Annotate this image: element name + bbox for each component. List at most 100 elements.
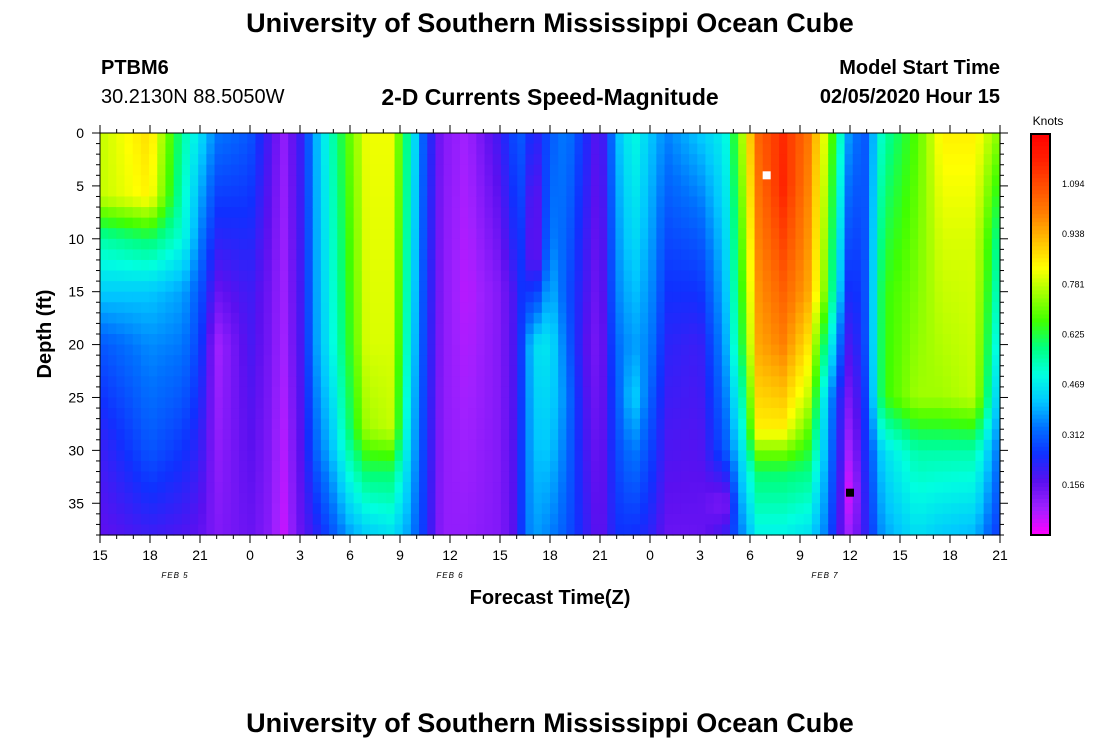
heatmap-cell [746, 386, 756, 399]
heatmap-cell [451, 228, 461, 240]
heatmap-cell [926, 397, 936, 409]
heatmap-cell [468, 185, 477, 198]
heatmap-cell [844, 429, 854, 441]
heatmap-cell [705, 439, 715, 451]
heatmap-cell [435, 418, 445, 430]
heatmap-cell [386, 471, 396, 483]
heatmap-cell [108, 259, 117, 272]
heatmap-cell [926, 334, 936, 346]
heatmap-cell [124, 397, 134, 409]
heatmap-cell [345, 323, 355, 335]
heatmap-cell [157, 270, 167, 282]
model-start-label: Model Start Time [839, 57, 1000, 79]
heatmap-cell [239, 524, 248, 536]
heatmap-cell [345, 281, 355, 293]
heatmap-cell [697, 164, 707, 176]
heatmap-cell [942, 238, 952, 250]
heatmap-cell [500, 439, 510, 451]
heatmap-cell [247, 344, 257, 356]
heatmap-cell [640, 249, 649, 261]
heatmap-cell [402, 355, 412, 367]
heatmap-cell [910, 471, 919, 483]
heatmap-cell [869, 355, 878, 367]
heatmap-cell [991, 228, 1001, 240]
heatmap-cell [222, 418, 232, 430]
heatmap-cell [860, 164, 870, 176]
heatmap-cell [615, 376, 625, 388]
heatmap-cell [386, 207, 396, 219]
heatmap-cell [320, 291, 330, 303]
heatmap-cell [558, 154, 567, 166]
heatmap-cell [132, 175, 142, 187]
heatmap-cell [132, 513, 142, 526]
heatmap-cell [484, 429, 494, 441]
heatmap-cell [394, 302, 404, 314]
heatmap-cell [860, 217, 870, 229]
heatmap-cell [230, 334, 240, 346]
heatmap-cell [337, 207, 347, 219]
heatmap-cell [730, 259, 739, 272]
heatmap-cell [214, 344, 224, 356]
colorbar-cell [1031, 450, 1050, 456]
heatmap-cell [280, 259, 289, 272]
heatmap-cell [762, 249, 772, 261]
heatmap-cell [599, 291, 608, 303]
heatmap-cell [500, 429, 510, 441]
heatmap-cell [770, 281, 780, 293]
heatmap-cell [754, 270, 764, 282]
heatmap-cell [795, 133, 805, 145]
heatmap-cell [288, 524, 297, 536]
heatmap-cell [468, 323, 477, 335]
heatmap-cell [451, 175, 461, 187]
heatmap-cell [329, 397, 338, 409]
heatmap-cell [828, 238, 837, 250]
heatmap-cell [836, 249, 846, 261]
heatmap-cell [983, 207, 993, 219]
heatmap-cell [558, 207, 567, 219]
heatmap-cell [738, 376, 747, 388]
heatmap-cell [844, 291, 854, 303]
heatmap-cell [419, 249, 428, 261]
heatmap-cell [566, 175, 576, 187]
heatmap-cell [116, 323, 126, 335]
heatmap-cell [419, 217, 428, 229]
heatmap-cell [558, 291, 567, 303]
colorbar-cell [1031, 166, 1050, 171]
heatmap-cell [500, 460, 510, 473]
heatmap-cell [689, 482, 698, 494]
heatmap-cell [263, 355, 273, 367]
heatmap-cell [828, 154, 837, 166]
heatmap-cell [844, 408, 854, 420]
heatmap-cell [672, 249, 682, 261]
heatmap-cell [828, 143, 837, 155]
heatmap-cell [550, 471, 559, 483]
heatmap-cell [787, 228, 797, 240]
heatmap-cell [926, 164, 936, 176]
heatmap-cell [230, 185, 240, 198]
heatmap-cell [460, 397, 469, 409]
heatmap-cell [901, 154, 911, 166]
heatmap-cell [803, 175, 813, 187]
heatmap-cell [304, 143, 314, 155]
heatmap-cell [173, 270, 183, 282]
heatmap-cell [239, 365, 248, 377]
heatmap-cell [713, 429, 723, 441]
heatmap-cell [770, 207, 780, 219]
heatmap-cell [124, 429, 134, 441]
heatmap-cell [533, 185, 543, 198]
heatmap-cell [386, 196, 396, 208]
heatmap-cell [239, 217, 248, 229]
heatmap-cell [754, 513, 764, 526]
heatmap-cell [770, 312, 780, 325]
heatmap-cell [165, 323, 175, 335]
heatmap-cell [615, 217, 625, 229]
heatmap-cell [787, 217, 797, 229]
heatmap-cell [443, 312, 453, 325]
heatmap-cell [664, 397, 674, 409]
heatmap-cell [852, 355, 862, 367]
heatmap-cell [746, 312, 756, 325]
heatmap-cell [689, 185, 698, 198]
heatmap-cell [476, 249, 486, 261]
heatmap-cell [550, 386, 559, 399]
x-tick-label: 6 [746, 547, 754, 563]
